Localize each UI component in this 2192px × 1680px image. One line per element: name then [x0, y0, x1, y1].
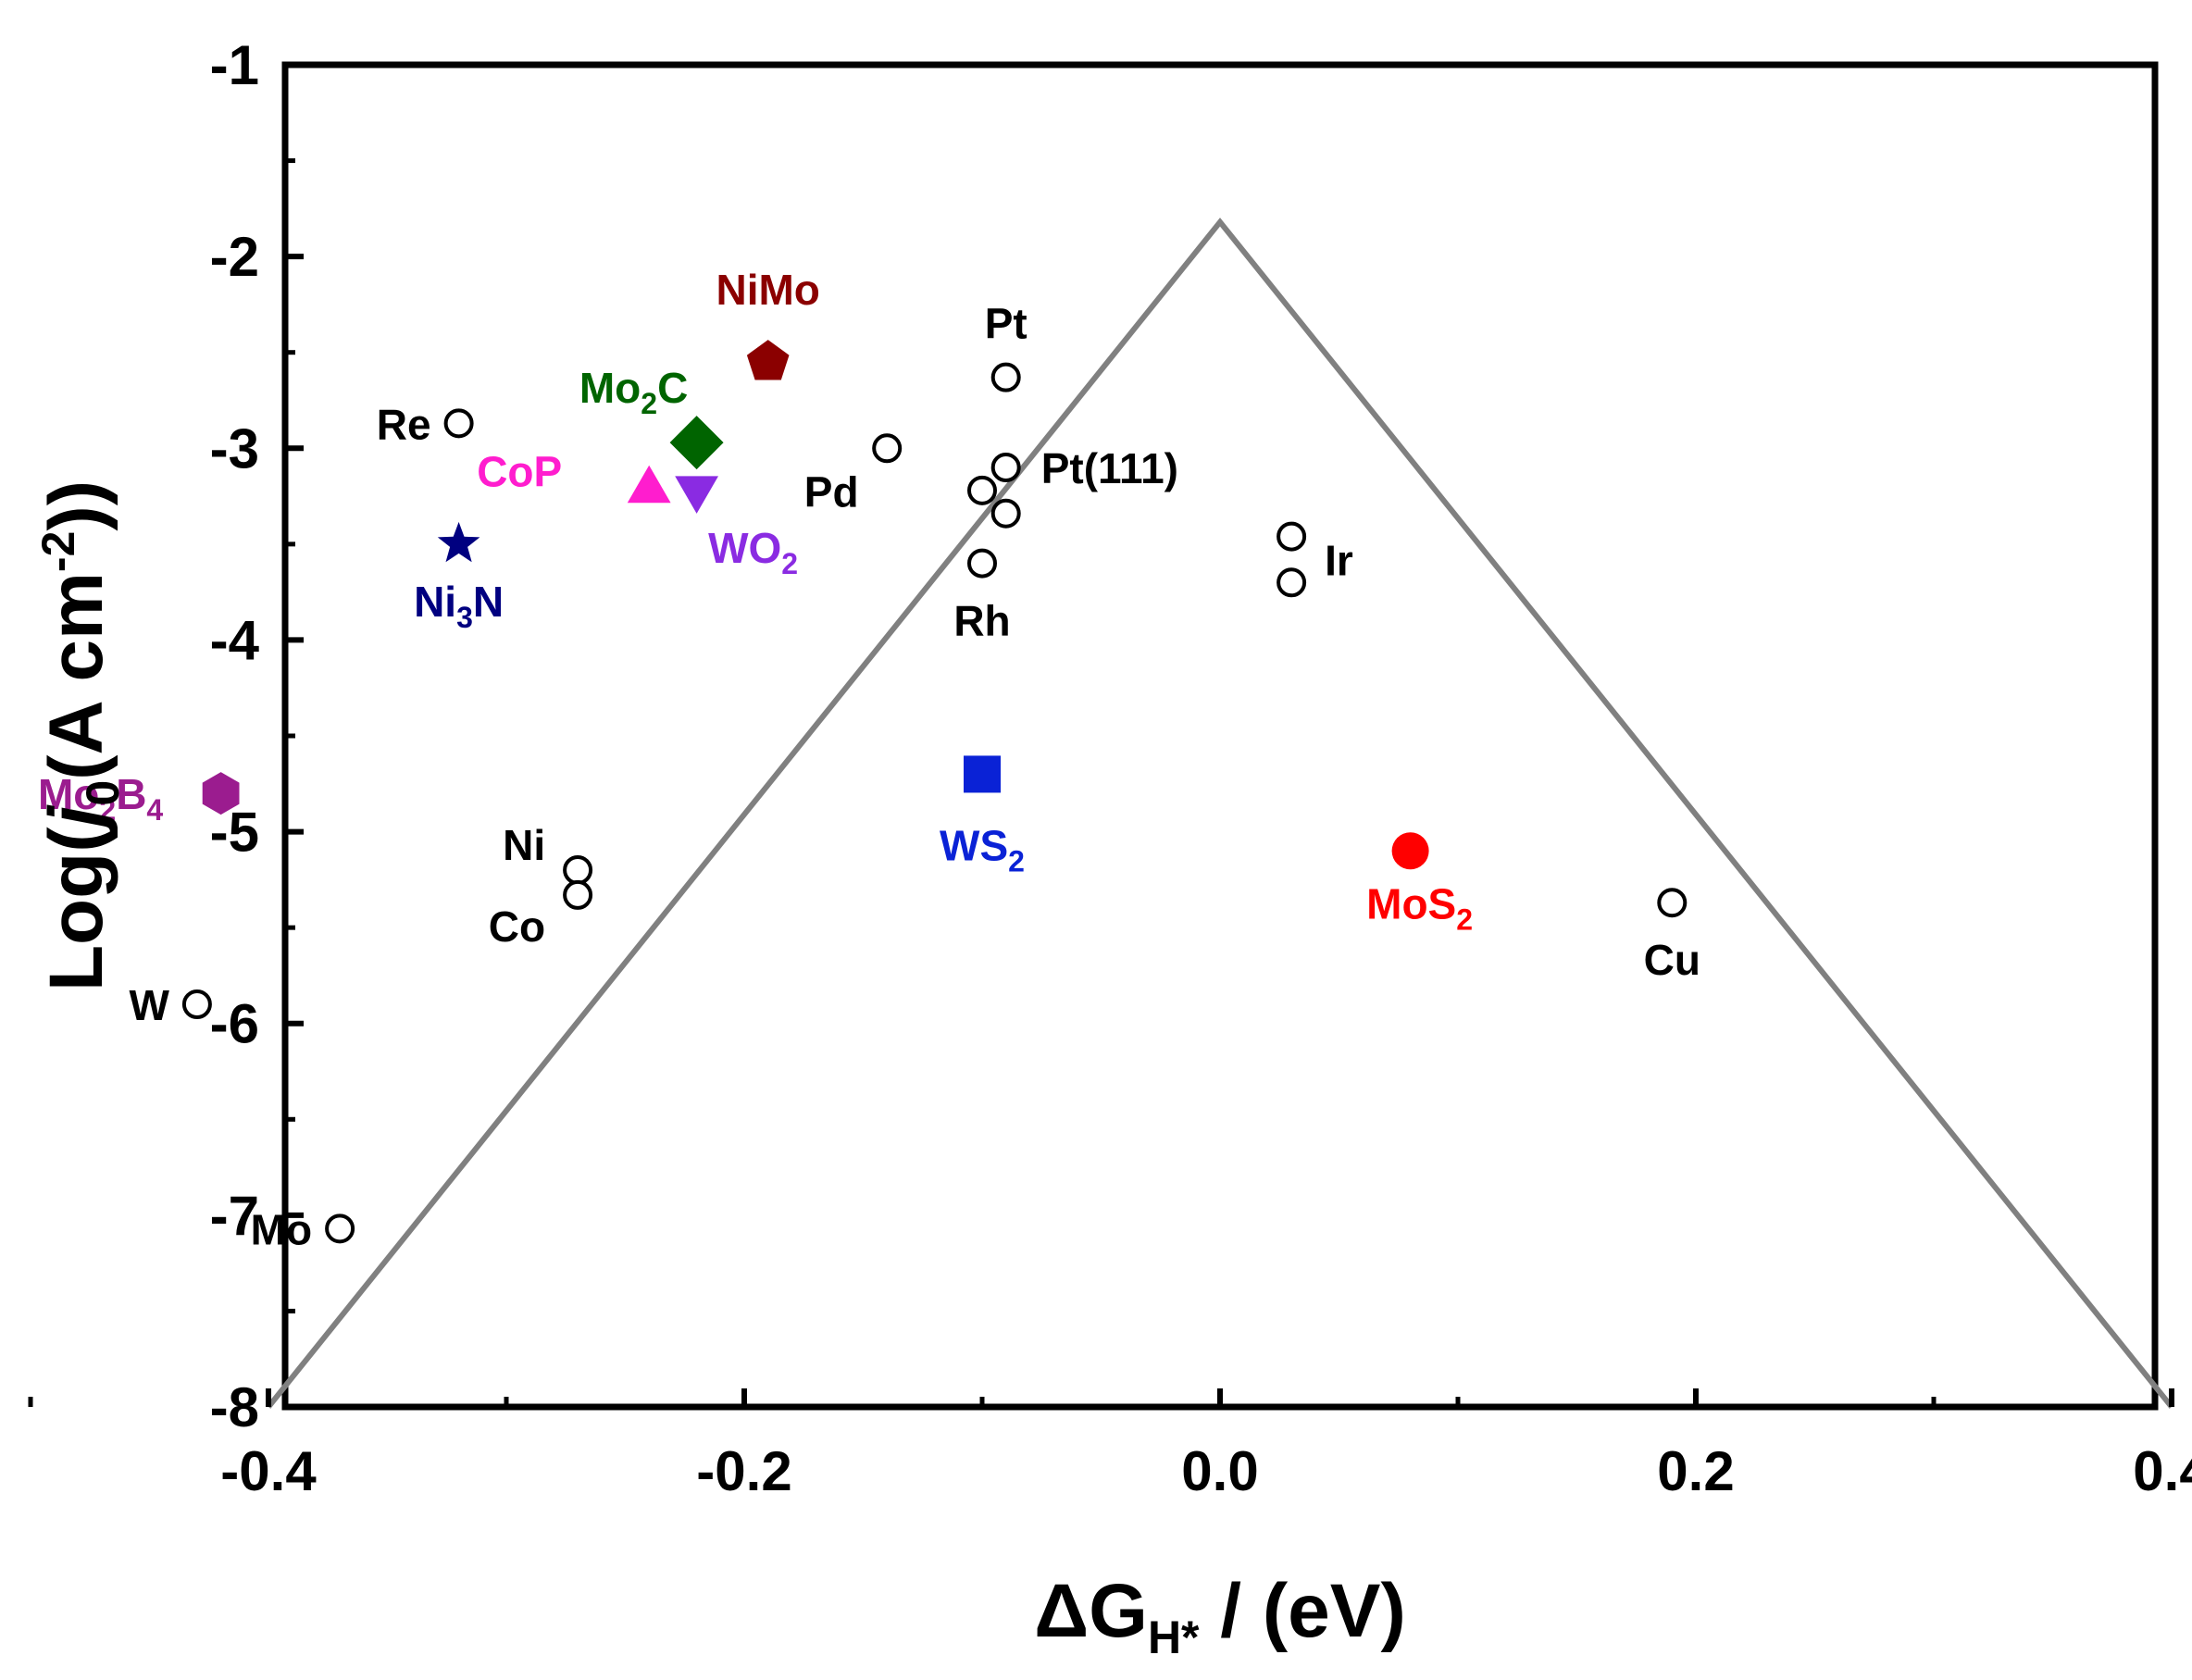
x-tick-label: 0.0	[1181, 1440, 1258, 1502]
open-data-point	[181, 989, 212, 1019]
point-label: Pt	[985, 300, 1028, 348]
cop-triangle-marker	[627, 465, 671, 504]
x-axis-title-main: ΔG	[1034, 1569, 1148, 1653]
x-tick-label: 0.4	[2133, 1440, 2192, 1502]
open-data-point	[443, 408, 474, 439]
y-axis-title-mid: (A cm	[34, 572, 118, 780]
point-label: Pt(111)	[1041, 444, 1178, 492]
ws2-square-marker	[964, 755, 1001, 793]
mos2-circle-marker	[1391, 832, 1429, 870]
mo2b4-hexagon-marker	[202, 772, 240, 815]
x-axis-title-rest: / (eV)	[1200, 1569, 1406, 1653]
open-data-point	[1277, 567, 1307, 598]
filled-point-label: WS2	[940, 821, 1025, 877]
plot-frame	[281, 61, 2159, 1411]
y-tick-label: -2	[210, 226, 259, 288]
y-tick-label: -1	[210, 34, 259, 96]
y-tick-label: -8	[210, 1376, 259, 1438]
point-label: Co	[489, 902, 545, 951]
x-tick-label: -0.4	[220, 1440, 317, 1502]
open-data-point	[990, 453, 1021, 482]
wo2-triangle-marker	[675, 476, 718, 514]
y-axis-title-pre: Log(	[34, 827, 118, 991]
x-axis-title: ΔGH* / (eV)	[1034, 1569, 1406, 1663]
point-label: W	[129, 981, 169, 1029]
point-label: Rh	[953, 597, 1010, 645]
open-data-point	[872, 433, 903, 464]
y-tick-label: -6	[210, 993, 259, 1055]
y-axis-title-post: ))	[34, 480, 118, 531]
open-data-point	[1277, 521, 1307, 552]
open-data-point	[325, 1213, 355, 1244]
point-label: Re	[377, 400, 431, 448]
volcano-line	[266, 218, 2174, 1409]
y-axis-title: Log(j0(A cm-2))	[32, 480, 129, 991]
y-axis-title-sup: -2	[32, 531, 84, 572]
point-label: Ir	[1325, 536, 1353, 584]
open-data-point	[1657, 888, 1688, 918]
filled-point-label: Mo2B4	[38, 770, 163, 827]
mo2c-diamond-marker	[669, 416, 724, 470]
filled-point-label: Mo2C	[579, 364, 688, 420]
open-data-point	[967, 548, 997, 579]
open-data-point	[990, 498, 1021, 529]
ni3n-star-marker	[437, 521, 480, 563]
y-tick-label: -3	[210, 417, 259, 479]
y-tick-label: -4	[210, 609, 260, 671]
point-label: Pd	[804, 467, 859, 516]
x-axis-title-sub: H*	[1148, 1612, 1200, 1663]
filled-point-label: WO2	[708, 524, 798, 580]
open-data-point	[967, 475, 997, 505]
filled-point-label: MoS2	[1366, 879, 1473, 936]
y-tick-label: -7	[210, 1185, 259, 1247]
nimo-pentagon-marker	[746, 340, 790, 380]
open-data-point	[563, 879, 593, 910]
filled-point-label: CoP	[477, 448, 562, 496]
filled-point-label: NiMo	[716, 266, 819, 314]
x-tick-label: 0.2	[1657, 1440, 1734, 1502]
open-data-point	[563, 855, 593, 885]
point-label: Cu	[1644, 936, 1700, 984]
filled-point-label: Ni3N	[414, 578, 504, 634]
open-data-point	[990, 362, 1021, 392]
point-label: Mo	[251, 1205, 312, 1253]
point-label: Ni	[503, 821, 545, 869]
x-tick-label: -0.2	[696, 1440, 791, 1502]
y-axis-title-jsub: 0	[77, 780, 129, 806]
